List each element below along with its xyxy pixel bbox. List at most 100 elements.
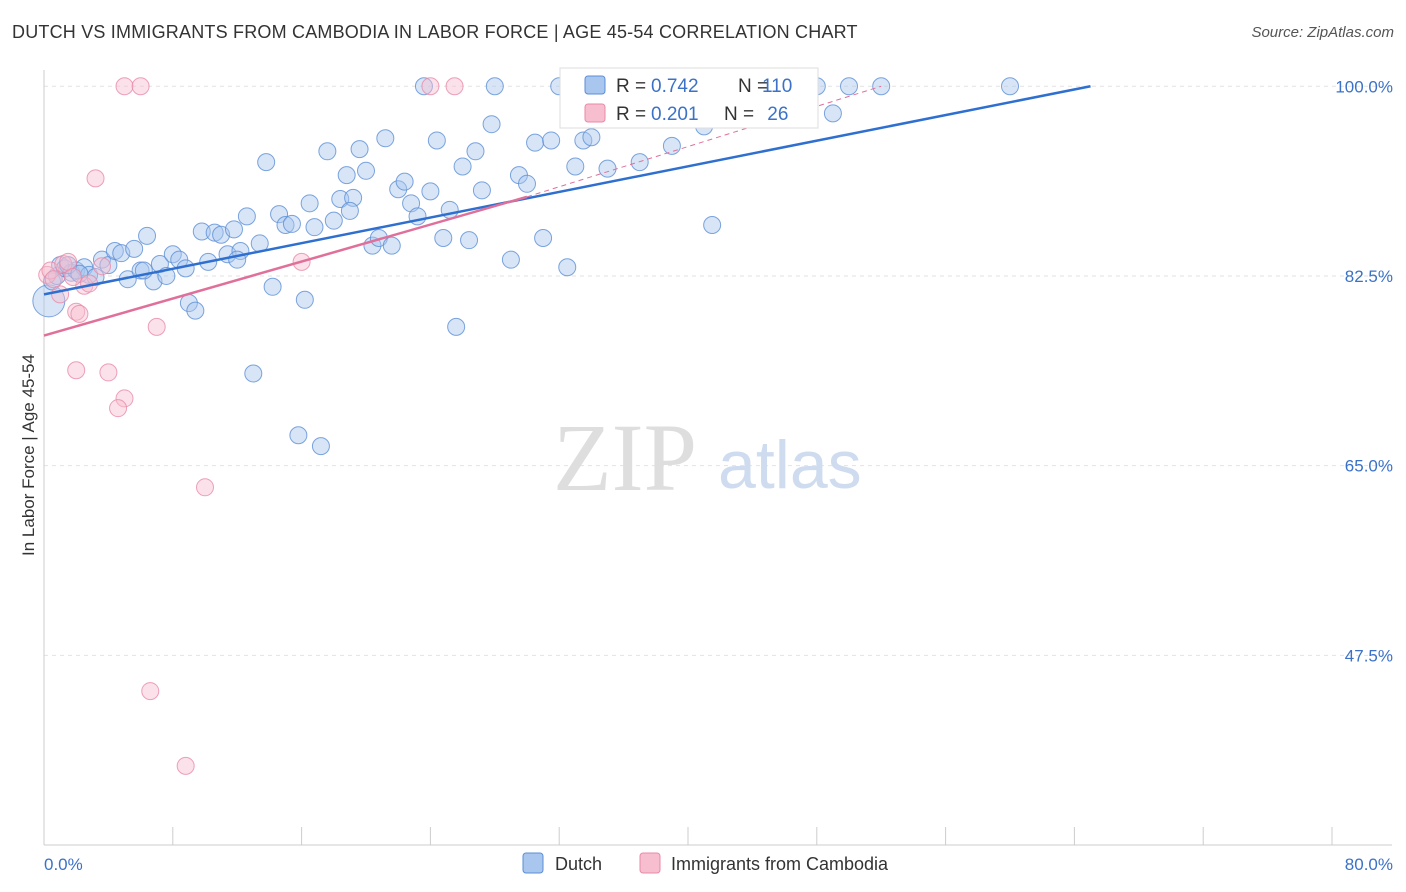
dutch-point bbox=[389, 180, 408, 199]
source-label: Source: ZipAtlas.com bbox=[1251, 24, 1394, 41]
dutch-point bbox=[257, 153, 276, 172]
dutch-point bbox=[244, 364, 263, 383]
cambodia-point bbox=[99, 363, 118, 382]
legend-r-value-dutch: 0.742 bbox=[651, 76, 699, 97]
bottom-legend-label-cambodia: Immigrants from Cambodia bbox=[671, 854, 889, 874]
x-tick-labels: 0.0% 80.0% bbox=[44, 855, 1393, 874]
dutch-point bbox=[703, 216, 722, 234]
legend-n-value-dutch: 110 bbox=[762, 76, 792, 97]
cambodia-point bbox=[59, 252, 78, 271]
legend-swatch-cambodia bbox=[584, 103, 606, 123]
bottom-legend-swatch-cambodia bbox=[639, 852, 661, 874]
cambodia-point bbox=[109, 399, 128, 418]
cambodia-point bbox=[176, 756, 195, 775]
dutch-point bbox=[582, 128, 601, 147]
dutch-point bbox=[192, 222, 211, 241]
legend: R = 0.742 N = 110 R = 0.201 N = 26 bbox=[559, 67, 819, 129]
cambodia-point bbox=[67, 302, 86, 321]
grid-lines bbox=[44, 85, 1392, 656]
dutch-point bbox=[414, 77, 433, 96]
dutch-point bbox=[382, 236, 401, 255]
dutch-point bbox=[340, 201, 359, 220]
legend-swatch-dutch bbox=[584, 75, 606, 95]
y-tick-label-3: 100.0% bbox=[1335, 77, 1393, 96]
cambodia-point bbox=[115, 389, 134, 408]
trend-lines bbox=[43, 85, 1091, 337]
dutch-point bbox=[237, 207, 256, 226]
watermark-atlas: atlas bbox=[718, 427, 862, 503]
dutch-point bbox=[823, 104, 842, 123]
dutch-point bbox=[1001, 77, 1019, 96]
x-tick-label-0: 0.0% bbox=[44, 855, 83, 874]
cambodia-point bbox=[141, 682, 160, 701]
dutch-point bbox=[350, 140, 369, 159]
axes bbox=[43, 70, 1392, 846]
dutch-point bbox=[205, 223, 224, 242]
dutch-point bbox=[395, 172, 414, 191]
cambodia-point bbox=[92, 257, 111, 276]
y-tick-labels: 47.5% 65.0% 82.5% 100.0% bbox=[1335, 77, 1393, 665]
bottom-legend: Dutch Immigrants from Cambodia bbox=[522, 852, 889, 874]
dutch-trend-line bbox=[43, 85, 1091, 296]
cambodia-point bbox=[63, 268, 82, 287]
dutch-point bbox=[324, 211, 343, 230]
dutch-point bbox=[485, 77, 504, 96]
dutch-point bbox=[295, 290, 314, 309]
dutch-point bbox=[105, 242, 124, 261]
dutch-point bbox=[357, 161, 375, 180]
cambodia-trend-line bbox=[43, 195, 528, 337]
dutch-point bbox=[840, 77, 858, 96]
watermark-zip: ZIP bbox=[553, 404, 697, 511]
cambodia-point bbox=[70, 304, 89, 323]
legend-n-label-cambodia: N = bbox=[724, 104, 754, 125]
dutch-point bbox=[402, 194, 421, 213]
cambodia-point bbox=[445, 77, 464, 96]
cambodia-point bbox=[44, 270, 63, 289]
legend-r-label-dutch: R = bbox=[616, 76, 646, 97]
y-axis-label: In Labor Force | Age 45-54 bbox=[19, 354, 38, 556]
dutch-point bbox=[305, 218, 324, 237]
cambodia-point bbox=[131, 77, 150, 96]
dutch-point bbox=[427, 131, 446, 150]
dutch-point bbox=[276, 216, 295, 234]
dutch-point bbox=[289, 426, 308, 445]
dutch-point bbox=[482, 115, 501, 134]
dutch-point bbox=[421, 182, 440, 201]
chart-title: DUTCH VS IMMIGRANTS FROM CAMBODIA IN LAB… bbox=[12, 22, 858, 42]
dutch-point bbox=[331, 189, 350, 208]
dutch-point bbox=[125, 239, 144, 258]
dutch-point bbox=[376, 129, 395, 148]
legend-r-value-cambodia: 0.201 bbox=[651, 104, 699, 125]
bottom-legend-swatch-dutch bbox=[522, 852, 544, 874]
dutch-point bbox=[282, 214, 301, 233]
dutch-point bbox=[598, 159, 617, 178]
dutch-point bbox=[224, 220, 243, 239]
dutch-point bbox=[542, 131, 561, 150]
cambodia-point bbox=[115, 77, 134, 96]
dutch-point bbox=[434, 229, 453, 248]
y-tick-label-0: 47.5% bbox=[1345, 646, 1393, 665]
dutch-point bbox=[453, 157, 472, 176]
dutch-point bbox=[300, 194, 319, 213]
dutch-point bbox=[460, 231, 479, 250]
legend-n-label-dutch: N = bbox=[738, 76, 768, 97]
cambodia-point bbox=[196, 478, 214, 497]
cambodia-point bbox=[54, 255, 73, 274]
dutch-point bbox=[518, 174, 536, 193]
dutch-point bbox=[270, 205, 289, 224]
cambodia-point bbox=[67, 361, 86, 380]
cambodia-point bbox=[421, 77, 440, 96]
legend-n-value-cambodia: 26 bbox=[762, 104, 788, 125]
cambodia-point bbox=[86, 169, 105, 188]
dutch-point bbox=[311, 437, 330, 456]
y-tick-label-1: 65.0% bbox=[1345, 457, 1393, 476]
dutch-point bbox=[186, 301, 205, 320]
x-tick-label-1: 80.0% bbox=[1345, 855, 1393, 874]
cambodia-trend-extension bbox=[526, 85, 882, 198]
cambodia-point bbox=[147, 317, 166, 336]
dutch-point bbox=[263, 277, 282, 296]
cambodia-point bbox=[51, 285, 70, 304]
dutch-point bbox=[138, 226, 157, 245]
dutch-point bbox=[447, 317, 466, 336]
